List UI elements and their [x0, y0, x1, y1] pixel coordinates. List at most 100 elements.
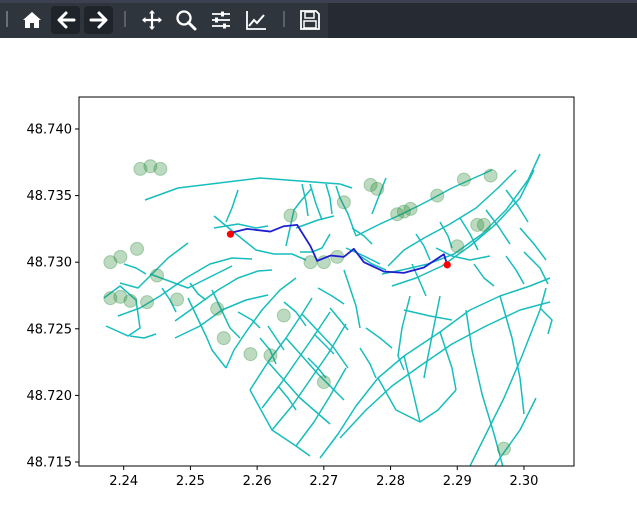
street-segment	[494, 397, 537, 466]
street-segment	[285, 187, 313, 247]
node-marker	[316, 375, 331, 390]
node-marker	[170, 292, 185, 307]
street-segment	[161, 287, 177, 313]
route-path	[230, 223, 449, 274]
pan-button[interactable]	[137, 6, 166, 34]
street-segment	[343, 269, 361, 329]
street-segment	[435, 247, 491, 261]
node-marker	[133, 161, 148, 176]
street-segment	[225, 189, 239, 223]
node-marker	[113, 289, 128, 304]
street-segment	[485, 209, 511, 245]
y-tick-label: 48.740	[27, 122, 73, 137]
node-marker	[276, 308, 291, 323]
edit-axis-icon	[245, 11, 266, 30]
node-marker	[103, 291, 118, 306]
route-endpoint-marker	[226, 230, 235, 238]
node-marker	[336, 195, 351, 210]
street-segment	[301, 183, 309, 217]
street-segment	[439, 221, 453, 249]
node-marker	[363, 177, 378, 192]
node-marker	[390, 207, 405, 222]
home-icon	[22, 12, 41, 28]
street-segment	[469, 287, 547, 466]
route-line	[230, 223, 449, 274]
street-segment	[259, 337, 277, 365]
node-marker	[456, 172, 471, 187]
street-segment	[365, 327, 393, 349]
street-segment	[285, 337, 345, 401]
node-marker	[143, 159, 158, 174]
home-button[interactable]	[17, 6, 46, 34]
street-segment	[271, 323, 347, 431]
street-segment	[295, 215, 335, 229]
street-segment	[225, 277, 297, 369]
street-segment	[523, 251, 549, 285]
street-segment	[267, 361, 331, 425]
y-axis: 48.715 48.720 48.725 48.730 48.735 48.740	[27, 122, 79, 471]
street-segment	[519, 227, 547, 261]
street-segment	[339, 301, 551, 439]
street-segment	[317, 287, 345, 305]
street-segment	[117, 257, 253, 317]
node-marker	[283, 208, 298, 223]
forward-button[interactable]	[84, 6, 113, 34]
toolbar	[0, 0, 637, 38]
node-marker	[150, 268, 165, 283]
node-marker	[430, 188, 445, 203]
street-segment	[391, 169, 535, 287]
street-segment	[119, 242, 189, 289]
zoom-icon	[175, 10, 196, 31]
street-segment	[267, 325, 285, 351]
configure-subplots-button[interactable]	[206, 6, 235, 34]
street-segment	[359, 347, 377, 379]
street-segment	[309, 183, 323, 221]
toolbar-empty-area	[328, 3, 637, 38]
street-segment	[359, 255, 387, 271]
pan-icon	[141, 10, 162, 30]
back-button[interactable]	[51, 6, 80, 34]
toolbar-top-strip	[0, 0, 637, 3]
x-tick-label: 2.27	[309, 474, 338, 489]
toolbar-separator	[124, 11, 126, 27]
x-tick-label: 2.26	[243, 474, 272, 489]
street-segment	[351, 227, 373, 245]
node-marker	[243, 347, 258, 362]
street-network	[103, 153, 553, 466]
street-segment	[355, 169, 493, 237]
street-segment	[261, 311, 331, 409]
street-segment	[403, 309, 453, 321]
street-segment	[439, 331, 457, 391]
back-icon	[57, 11, 75, 29]
street-segment	[211, 289, 241, 339]
node-marker	[140, 295, 155, 310]
zoom-button[interactable]	[171, 6, 200, 34]
street-segment	[423, 295, 441, 379]
street-segment	[387, 169, 517, 267]
node-marker	[103, 255, 118, 270]
node-marker	[476, 217, 491, 232]
street-segment	[187, 297, 227, 369]
x-axis: 2.24 2.25 2.26 2.27 2.28 2.29 2.30	[109, 466, 538, 489]
street-segment	[313, 333, 335, 355]
node-marker	[216, 331, 231, 346]
edit-axis-button[interactable]	[241, 6, 270, 34]
street-segment	[505, 189, 529, 223]
y-tick-label: 48.735	[27, 189, 73, 204]
y-tick-label: 48.715	[27, 456, 73, 471]
street-segment	[459, 217, 479, 251]
street-segment	[283, 301, 307, 327]
node-marker	[370, 181, 385, 196]
save-button[interactable]	[295, 6, 324, 34]
y-tick-label: 48.725	[27, 322, 73, 337]
x-tick-label: 2.24	[109, 474, 138, 489]
toolbar-grip[interactable]	[6, 11, 8, 27]
figure-canvas: 2.24 2.25 2.26 2.27 2.28 2.29 2.30 48.715 48.72…	[27, 96, 575, 489]
toolbar-separator	[283, 11, 285, 27]
y-tick-label: 48.720	[27, 389, 73, 404]
street-segment	[465, 309, 504, 466]
save-icon	[299, 10, 320, 30]
route-endpoint-marker	[443, 261, 451, 269]
x-tick-label: 2.29	[443, 474, 472, 489]
street-segment	[123, 263, 147, 275]
